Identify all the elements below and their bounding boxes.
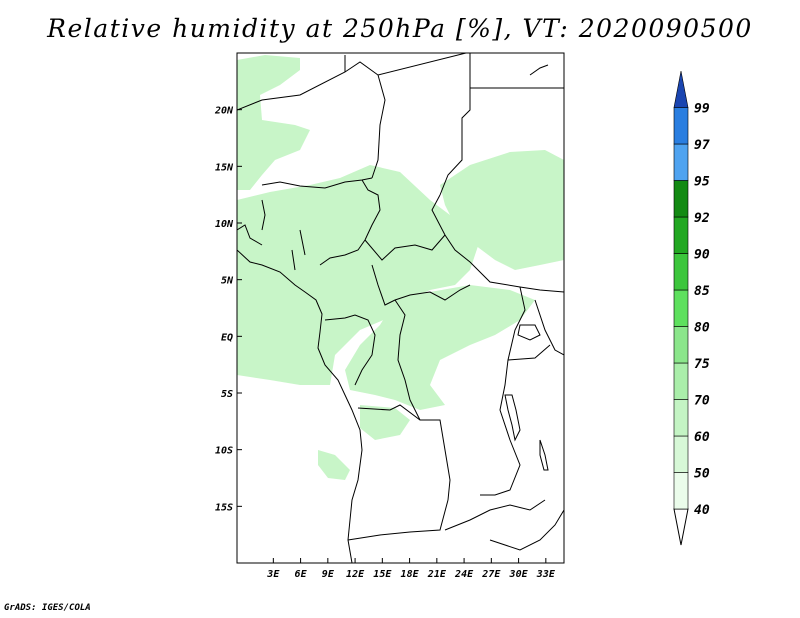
- border-lake-chad: [361, 179, 381, 241]
- border-drc-east: [480, 286, 526, 496]
- legend-label: 75: [694, 357, 710, 372]
- humidity-region-north-west: [237, 55, 310, 190]
- border-north-algeria-niger: [237, 61, 386, 179]
- lon-tick-label: 15E: [373, 569, 392, 580]
- coastline-west: [237, 249, 363, 563]
- lake-malawi: [539, 439, 549, 471]
- lat-tick-label: 15S: [215, 502, 233, 513]
- lake-victoria: [517, 324, 541, 341]
- legend-swatch: [673, 399, 689, 437]
- humidity-fill-regions: [237, 55, 564, 480]
- legend-label: 85: [694, 284, 710, 299]
- border-chad-car: [364, 234, 446, 261]
- lat-tick-label: 5N: [221, 276, 234, 287]
- lat-tick-label: 20N: [214, 106, 234, 117]
- humidity-region-south-coast: [318, 450, 350, 480]
- legend-label: 92: [694, 211, 710, 226]
- border-angola-namibia: [347, 499, 449, 541]
- lon-tick-label: 6E: [295, 569, 308, 580]
- border-car-cameroon: [371, 264, 471, 306]
- border-east-africa: [507, 299, 564, 361]
- legend-label: 50: [694, 467, 710, 482]
- lon-tick-label: 27E: [481, 569, 501, 580]
- border-chad-sudan: [431, 194, 564, 293]
- credit-text: GrADS: IGES/COLA: [4, 603, 91, 613]
- legend-bottom-arrow: [673, 508, 689, 546]
- lat-tick-label: EQ: [221, 332, 233, 343]
- legend-label: 80: [694, 321, 710, 336]
- legend-swatch: [673, 472, 689, 510]
- lat-tick-label: 15N: [215, 162, 234, 173]
- legend-swatch: [673, 107, 689, 145]
- lat-tick-label: 10S: [215, 446, 233, 457]
- lon-tick-label: 24E: [454, 569, 474, 580]
- legend-label: 90: [694, 248, 710, 263]
- legend-label: 97: [694, 138, 710, 153]
- border-gabon-congo: [324, 314, 376, 386]
- lat-tick-label: 5S: [221, 389, 233, 400]
- humidity-region-congo: [345, 285, 535, 410]
- legend-swatch: [673, 253, 689, 291]
- legend-swatch: [673, 289, 689, 327]
- border-zambia: [444, 499, 546, 531]
- lat-tick-label: 10N: [215, 219, 234, 230]
- border-drc-angola: [357, 404, 451, 501]
- legend-label: 95: [694, 175, 710, 190]
- humidity-region-angola: [360, 405, 410, 440]
- legend-label: 60: [694, 430, 710, 445]
- legend-swatch: [673, 362, 689, 400]
- map-title: Relative humidity at 250hPa [%], VT: 202…: [47, 14, 753, 43]
- legend-swatch: [673, 216, 689, 254]
- humidity-region-sahel-west: [237, 165, 480, 385]
- border-nigeria-cameroon: [319, 239, 366, 266]
- legend-swatch: [673, 326, 689, 364]
- lon-tick-label: 12E: [346, 569, 365, 580]
- map-frame: [236, 52, 565, 564]
- lon-tick-label: 30E: [509, 569, 529, 580]
- lon-tick-label: 3E: [266, 569, 280, 580]
- legend-swatch: [673, 143, 689, 181]
- border-south-east: [489, 509, 564, 551]
- lake-tanganyika: [504, 394, 521, 442]
- legend-swatch: [673, 435, 689, 473]
- border-west-small: [237, 199, 306, 271]
- legend-label: 70: [694, 394, 710, 409]
- legend-swatch: [673, 180, 689, 218]
- lon-tick-label: 9E: [322, 569, 335, 580]
- legend-label: 99: [694, 102, 710, 117]
- coastline-red-sea: [529, 64, 549, 76]
- lon-tick-label: 18E: [401, 569, 420, 580]
- legend-label: 40: [694, 503, 710, 518]
- humidity-region-east: [440, 150, 564, 270]
- lon-tick-label: 21E: [427, 569, 447, 580]
- legend-top-arrow: [673, 70, 689, 108]
- country-borders: [237, 53, 564, 563]
- border-congo-drc: [394, 299, 421, 421]
- lon-tick-label: 33E: [536, 569, 556, 580]
- border-libya-chad: [344, 53, 471, 196]
